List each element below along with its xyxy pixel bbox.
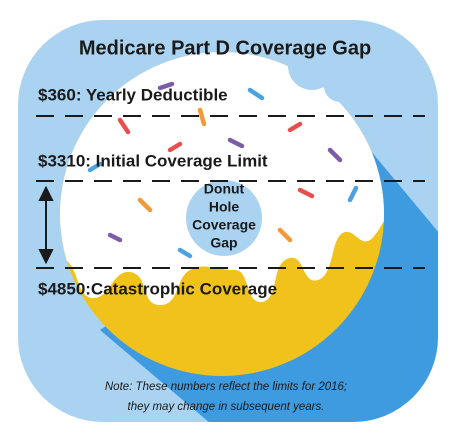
note: they may change in subsequent years. [128,401,325,413]
sprinkles [87,81,359,259]
note: Note: These numbers reflect the limits f… [105,381,347,393]
title: Medicare Part D Coverage Gap [79,37,371,59]
level-label: $4850:Catastrophic Coverage [38,279,277,298]
donut-hole [186,180,262,256]
bite [288,42,336,90]
gap-arrow [38,185,54,265]
hole-label: Gap [210,235,237,251]
frosting [60,52,384,305]
hole-label: Hole [209,199,240,215]
hole-label: Coverage [192,217,256,233]
hole-label: Donut [204,181,245,197]
bite [324,70,356,102]
level-label: $360: Yearly Deductible [38,85,228,104]
level-label: $3310: Initial Coverage Limit [38,151,268,170]
donut [60,42,384,376]
